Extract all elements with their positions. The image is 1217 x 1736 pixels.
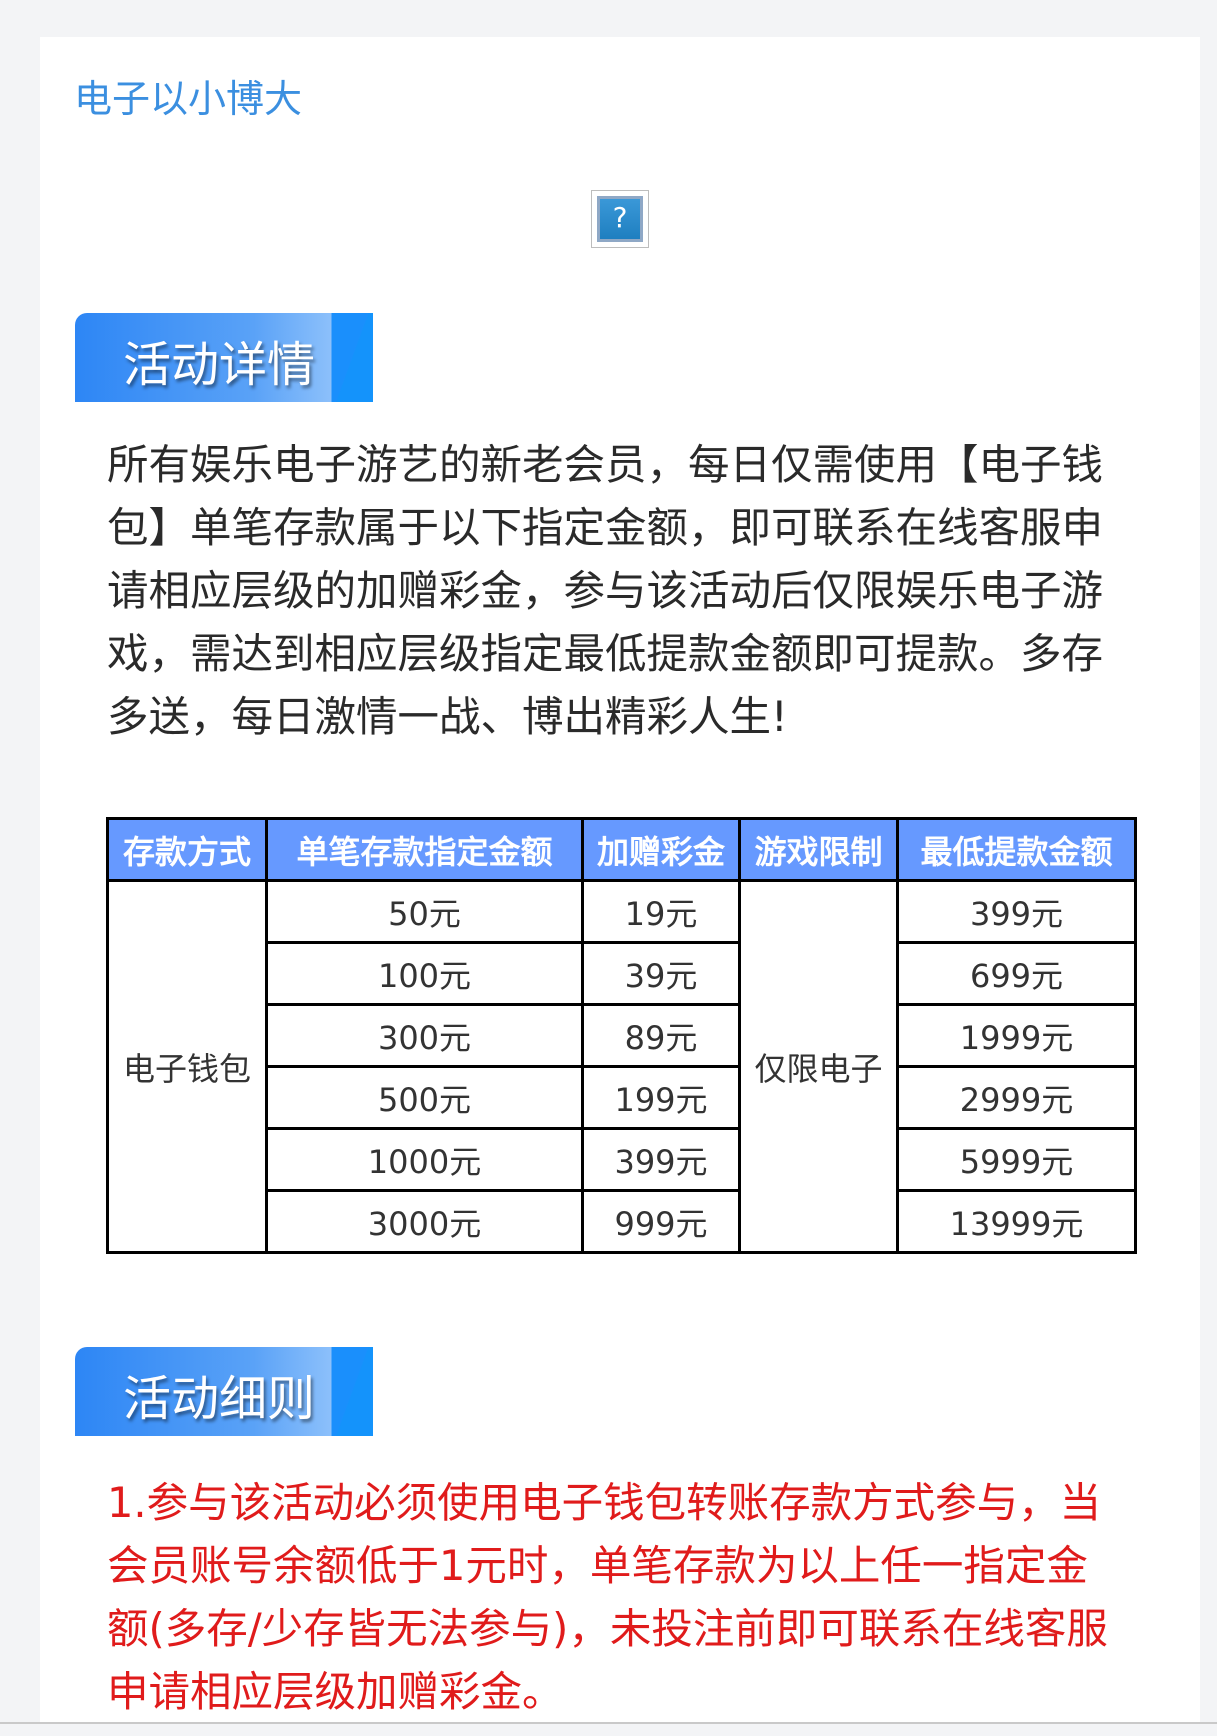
table-header-row: 存款方式 单笔存款指定金额 加赠彩金 游戏限制 最低提款金额: [106, 817, 1137, 882]
cell-method: 电子钱包: [106, 879, 268, 1254]
bottom-divider: [0, 1722, 1217, 1724]
table-row: 电子钱包 50元 19元 仅限电子 399元: [106, 879, 1137, 1254]
cell-min-withdraw: 13999元: [896, 1189, 1137, 1254]
details-heading: 活动详情: [123, 337, 316, 393]
rules-heading-banner: 活动细则: [75, 1347, 373, 1436]
header-deposit: 单笔存款指定金额: [265, 817, 584, 882]
table-row: 500元 199元 2999元: [108, 1065, 1137, 1130]
cell-deposit: 1000元: [265, 1127, 584, 1192]
header-method: 存款方式: [106, 817, 268, 882]
header-min-withdraw: 最低提款金额: [896, 817, 1137, 882]
cell-min-withdraw: 2999元: [896, 1065, 1137, 1130]
cell-bonus: 999元: [581, 1189, 741, 1254]
rules-text: 1.参与该活动必须使用电子钱包转账存款方式参与，当会员账号余额低于1元时，单笔存…: [107, 1478, 1108, 1716]
table-row: 1000元 399元 5999元: [108, 1127, 1137, 1192]
cell-min-withdraw: 399元: [896, 879, 1137, 944]
cell-bonus: 89元: [581, 1003, 741, 1068]
bonus-table: 存款方式 单笔存款指定金额 加赠彩金 游戏限制 最低提款金额 电子钱包 50元 …: [106, 817, 1137, 1254]
header-bonus: 加赠彩金: [581, 817, 741, 882]
cell-min-withdraw: 5999元: [896, 1127, 1137, 1192]
cell-bonus: 19元: [581, 879, 741, 944]
header-restriction: 游戏限制: [738, 817, 899, 882]
cell-deposit: 3000元: [265, 1189, 584, 1254]
cell-deposit: 50元: [265, 879, 584, 944]
table-row: 3000元 999元 13999元: [108, 1189, 1137, 1254]
cell-deposit: 300元: [265, 1003, 584, 1068]
broken-image-question-icon: ?: [591, 190, 649, 248]
cell-bonus: 199元: [581, 1065, 741, 1130]
cell-restriction: 仅限电子: [738, 879, 899, 1254]
page-title: 电子以小博大: [74, 77, 303, 121]
cell-min-withdraw: 1999元: [896, 1003, 1137, 1068]
cell-min-withdraw: 699元: [896, 941, 1137, 1006]
details-heading-banner: 活动详情: [75, 313, 373, 402]
cell-bonus: 399元: [581, 1127, 741, 1192]
details-text: 所有娱乐电子游艺的新老会员，每日仅需使用【电子钱包】单笔存款属于以下指定金额，即…: [107, 440, 1104, 741]
cell-bonus: 39元: [581, 941, 741, 1006]
cell-deposit: 100元: [265, 941, 584, 1006]
cell-deposit: 500元: [265, 1065, 584, 1130]
table-row: 100元 39元 699元: [108, 941, 1137, 1006]
rules-heading: 活动细则: [123, 1371, 316, 1427]
table-row: 300元 89元 1999元: [108, 1003, 1137, 1068]
